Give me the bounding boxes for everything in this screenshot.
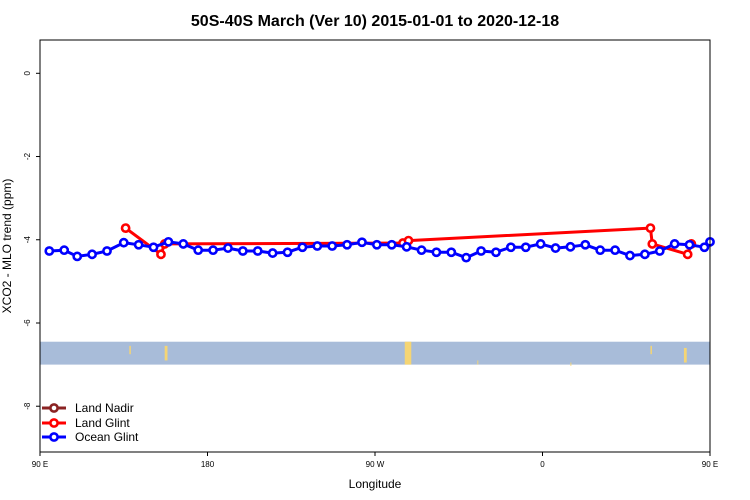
legend-marker-land-glint — [49, 418, 59, 428]
data-point-ocean-glint — [610, 245, 620, 256]
map-band — [40, 341, 710, 366]
x-tick-label: 90 E — [702, 460, 718, 469]
data-point-ocean-glint — [312, 241, 323, 251]
data-point-ocean-glint — [267, 248, 278, 258]
data-point-ocean-glint — [580, 239, 591, 250]
map-land-patch — [570, 362, 572, 366]
y-axis-label: XCO2 - MLO trend (ppm) — [0, 179, 14, 314]
map-land-patch — [129, 345, 131, 355]
data-point-ocean-glint — [535, 239, 546, 249]
data-point-ocean-glint — [416, 245, 427, 256]
data-point-ocean-glint — [44, 246, 55, 256]
data-point-land-glint — [645, 223, 656, 234]
data-point-ocean-glint — [282, 247, 293, 258]
legend-marker-ocean-glint — [49, 432, 59, 442]
data-point-ocean-glint — [699, 242, 710, 253]
data-point-ocean-glint — [133, 239, 144, 250]
data-point-ocean-glint — [193, 245, 204, 256]
map-land-patch — [650, 345, 652, 355]
map-land-patch — [404, 341, 412, 365]
series-line-ocean-glint — [49, 240, 712, 260]
x-axis: 90 E 180 90 W 0 90 E — [32, 452, 718, 469]
legend: Land Nadir Land Glint Ocean Glint — [42, 401, 139, 444]
data-point-ocean-glint — [252, 246, 263, 256]
data-point-ocean-glint — [491, 247, 501, 258]
y-axis: 0 -2 -4 -6 -8 — [23, 71, 40, 410]
data-point-ocean-glint — [223, 243, 233, 253]
data-point-ocean-glint — [684, 239, 695, 250]
data-point-ocean-glint — [237, 246, 248, 256]
data-point-ocean-glint — [669, 239, 680, 249]
data-point-ocean-glint — [371, 239, 382, 250]
data-point-ocean-glint — [327, 241, 338, 251]
data-point-ocean-glint — [386, 239, 397, 250]
legend-label-ocean-glint: Ocean Glint — [75, 430, 139, 444]
series-land-glint — [120, 223, 697, 260]
map-ocean — [40, 341, 710, 365]
data-point-ocean-glint — [461, 252, 472, 263]
data-point-land-glint — [682, 249, 693, 260]
y-tick-label: 0 — [23, 71, 32, 76]
data-point-ocean-glint — [431, 247, 442, 258]
data-point-ocean-glint — [654, 246, 665, 256]
data-point-ocean-glint — [297, 242, 308, 253]
data-point-ocean-glint — [342, 239, 352, 250]
x-tick-label: 0 — [540, 460, 545, 469]
y-tick-label: -6 — [23, 319, 32, 327]
data-point-land-glint — [120, 223, 131, 234]
legend-label-land-nadir: Land Nadir — [75, 401, 134, 415]
x-tick-label: 90 E — [32, 460, 48, 469]
data-point-ocean-glint — [520, 242, 531, 253]
data-point-ocean-glint — [118, 237, 129, 248]
data-point-ocean-glint — [476, 246, 486, 256]
data-point-ocean-glint — [148, 242, 159, 253]
series-layer — [44, 223, 715, 263]
data-point-ocean-glint — [505, 242, 516, 253]
map-land-patch — [683, 347, 687, 363]
data-point-ocean-glint — [595, 245, 606, 256]
data-point-ocean-glint — [446, 247, 457, 258]
data-point-ocean-glint — [565, 241, 576, 252]
data-point-land-glint — [647, 239, 658, 249]
data-point-ocean-glint — [72, 251, 83, 262]
data-point-ocean-glint — [163, 236, 174, 247]
legend-marker-land-nadir — [49, 403, 59, 413]
data-point-ocean-glint — [178, 239, 189, 249]
data-point-ocean-glint — [102, 246, 112, 256]
map-land-patch — [477, 360, 479, 365]
y-tick-label: -4 — [23, 236, 32, 244]
data-point-ocean-glint — [357, 237, 367, 248]
data-point-ocean-glint — [59, 245, 70, 256]
data-point-ocean-glint — [208, 245, 218, 256]
map-land-patch — [164, 345, 168, 361]
series-ocean-glint — [44, 236, 715, 263]
y-tick-label: -8 — [23, 402, 32, 410]
data-point-ocean-glint — [625, 250, 635, 261]
data-point-ocean-glint — [639, 249, 650, 260]
data-point-ocean-glint — [87, 249, 98, 260]
data-point-land-glint — [156, 249, 166, 260]
data-point-ocean-glint — [401, 241, 412, 252]
data-point-ocean-glint — [550, 243, 561, 253]
y-tick-label: -2 — [23, 152, 32, 160]
x-tick-label: 180 — [201, 460, 215, 469]
x-axis-label: Longitude — [349, 477, 402, 491]
x-tick-label: 90 W — [366, 460, 385, 469]
chart-title: 50S-40S March (Ver 10) 2015-01-01 to 202… — [191, 13, 559, 30]
legend-label-land-glint: Land Glint — [75, 416, 130, 430]
